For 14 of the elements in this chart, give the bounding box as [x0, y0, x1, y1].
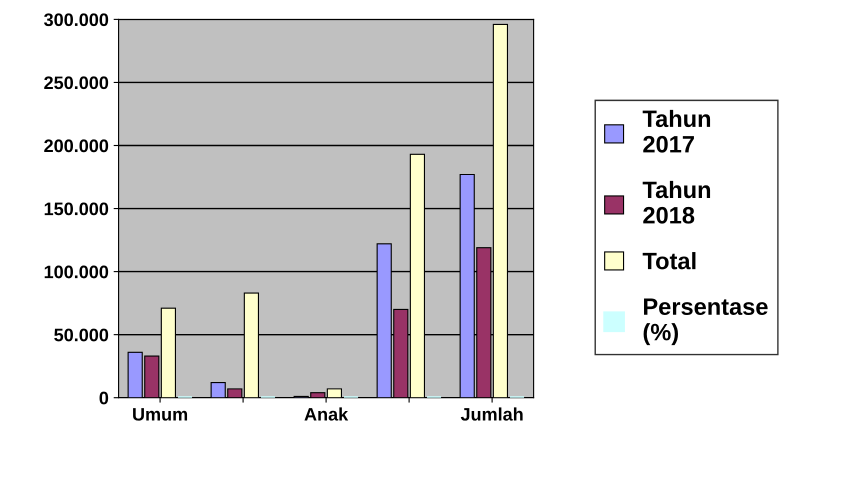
x-tick-label: Anak — [304, 407, 348, 421]
y-tick-label: 100.000 — [44, 266, 108, 278]
y-tick-label: 150.000 — [44, 202, 108, 216]
x-tick-label: Jumlah — [460, 407, 523, 421]
legend-label: Persentase (%) — [644, 298, 768, 346]
x-tick-label: Umum — [133, 408, 188, 421]
y-tick-label: 200.000 — [44, 139, 108, 152]
y-tick-label: 50.000 — [54, 328, 108, 342]
y-tick-label: 250.000 — [44, 76, 108, 90]
legend-label: Tahun 2018 — [642, 180, 710, 224]
legend-label: Tahun 2017 — [642, 110, 710, 153]
legend-label: Total — [642, 252, 696, 270]
y-tick-label: 0 — [100, 392, 108, 404]
y-tick-label: 300.000 — [44, 13, 108, 26]
